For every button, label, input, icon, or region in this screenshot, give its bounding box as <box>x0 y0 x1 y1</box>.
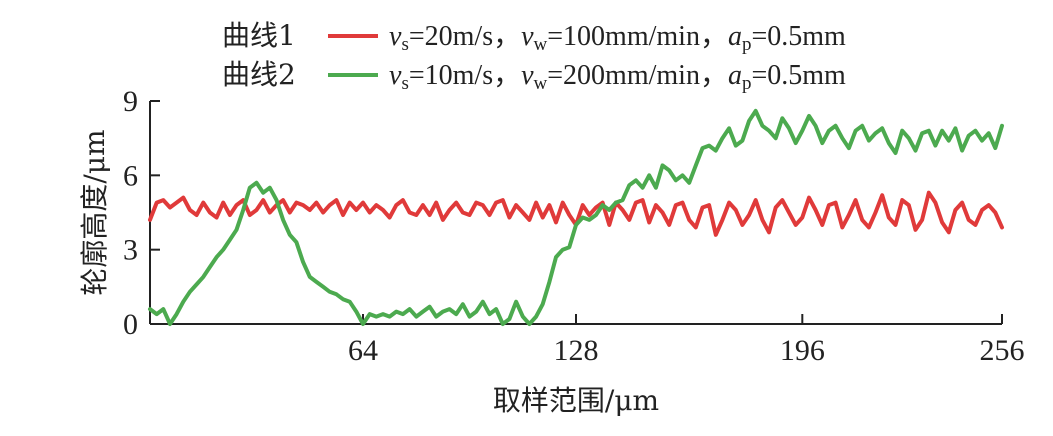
y-tick-label: 3 <box>123 234 138 267</box>
legend-name: 曲线1 <box>222 19 296 52</box>
legend: 曲线1 vs=20m/s，vw=100mm/min，ap=0.5mm 曲线2 vs=1… <box>222 19 846 94</box>
x-tick-label: 64 <box>348 334 378 367</box>
y-axis-title: 轮廓高度/μm <box>78 129 111 295</box>
legend-label: vs=10m/s，vw=200mm/min，ap=0.5mm <box>389 60 846 94</box>
x-tick-label: 128 <box>554 334 599 367</box>
plot-area <box>148 108 1004 326</box>
axes: 0 3 6 9 64 128 196 256 取样范围/μm 轮廓高度/μm <box>78 85 1025 417</box>
x-tick-label: 196 <box>780 334 825 367</box>
x-tick-label: 256 <box>980 334 1025 367</box>
legend-label: vs=20m/s，vw=100mm/min，ap=0.5mm <box>389 21 846 55</box>
legend-name: 曲线2 <box>222 58 296 91</box>
legend-entry-1: 曲线1 vs=20m/s，vw=100mm/min，ap=0.5mm <box>222 19 846 55</box>
series-line-2 <box>148 108 1004 326</box>
y-tick-label: 0 <box>123 308 138 341</box>
y-tick-label: 9 <box>123 85 138 118</box>
y-tick-label: 6 <box>123 159 138 192</box>
legend-entry-2: 曲线2 vs=10m/s，vw=200mm/min，ap=0.5mm <box>222 58 846 94</box>
x-axis-title: 取样范围/μm <box>493 384 659 417</box>
